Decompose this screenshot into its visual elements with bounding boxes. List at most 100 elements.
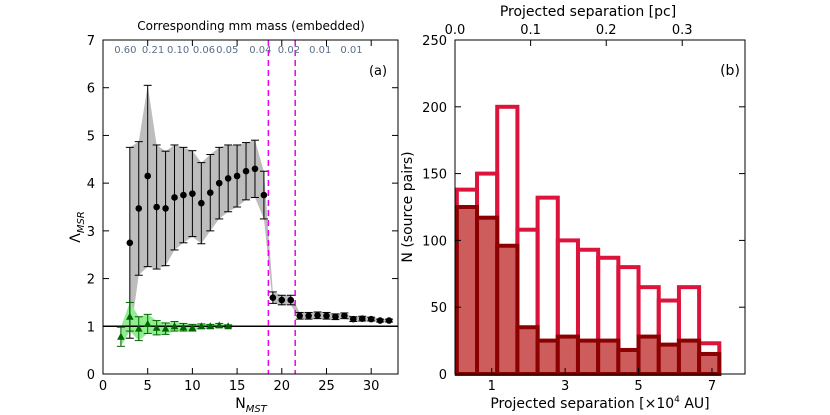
a-random-point	[126, 312, 134, 320]
a-frame	[102, 39, 399, 375]
a-x-tick-label: 20	[274, 379, 291, 394]
b-top-tick-label: 0.0	[445, 23, 466, 38]
a-embedded-point	[341, 312, 348, 320]
a-top-axis-tick-label: 0.02	[278, 45, 300, 56]
a-random-point	[161, 324, 170, 332]
b-x-axis-label: Projected separation [×104 AU]	[490, 395, 709, 412]
b-frame	[454, 39, 746, 375]
a-x-tick-label: 10	[184, 379, 201, 394]
a-embedded-point	[350, 315, 357, 323]
a-x-axis-label: NMST	[235, 396, 267, 415]
b-y-tick-label: 0	[439, 368, 447, 383]
a-embedded-point	[144, 172, 151, 180]
a-embedded-point	[358, 315, 366, 322]
a-random-point	[188, 323, 197, 331]
a-embedded-point	[162, 205, 169, 212]
a-random-point	[170, 322, 179, 330]
b-plot-area	[454, 104, 722, 377]
panel-b: Projected separation [pc] (b) Projected …	[400, 4, 746, 412]
b-y-axis-label: N (source pairs)	[400, 151, 416, 262]
a-embedded-point	[189, 190, 196, 197]
a-random-point	[143, 319, 152, 327]
a-embedded-point	[260, 191, 268, 199]
a-embedded-point	[314, 312, 321, 319]
a-y-tick-label: 2	[87, 273, 95, 288]
a-embedded-point	[278, 296, 286, 304]
a-y-tick-label: 3	[87, 225, 95, 240]
a-x-tick-label: 30	[363, 379, 380, 394]
a-top-axis-tick-label: 0.21	[142, 45, 164, 56]
a-random-point	[197, 322, 206, 330]
b-x-tick-label: 7	[708, 379, 716, 394]
a-embedded-point	[215, 179, 223, 187]
a-x-tick-label: 15	[229, 379, 246, 394]
a-panel-label: (a)	[369, 64, 387, 79]
a-top-axis-tick-label: 0.01	[340, 45, 362, 56]
b-y-tick-label: 200	[422, 101, 447, 116]
b-filled-bar	[575, 338, 601, 377]
b-filled-bar	[656, 342, 681, 377]
a-plot-area	[103, 40, 398, 374]
b-x-tick-label: 5	[634, 379, 642, 394]
a-embedded-point	[153, 203, 160, 211]
a-random-point	[117, 332, 125, 340]
a-random-point	[206, 322, 215, 330]
b-y-tick-label: 150	[422, 168, 447, 183]
a-embedded-point	[287, 296, 295, 304]
a-random-point	[152, 323, 161, 331]
a-embedded-point	[180, 191, 187, 199]
a-embedded-point	[135, 205, 143, 212]
panel-a: Corresponding mm mass (embedded) (a) NMS…	[68, 19, 399, 415]
a-x-tick-label: 25	[318, 379, 335, 394]
b-y-tick-label: 100	[422, 234, 447, 249]
a-embedded-point	[376, 317, 384, 324]
b-top-tick-label: 0.3	[672, 23, 693, 38]
b-x-tick-label: 3	[561, 379, 569, 394]
a-top-axis-tick-label: 0.06	[193, 45, 215, 56]
b-top-tick-label: 0.2	[596, 23, 617, 38]
a-y-tick-label: 5	[87, 129, 95, 144]
b-y-tick-label: 250	[422, 34, 447, 49]
a-random-point	[224, 322, 232, 330]
a-random-point	[134, 324, 143, 332]
a-embedded-point	[323, 312, 330, 320]
a-top-axis-tick-label: 0.01	[309, 45, 331, 56]
a-y-axis-label: ΛMSR	[68, 211, 87, 243]
a-embedded-point	[367, 315, 375, 323]
b-top-tick-label: 0.1	[520, 23, 541, 38]
b-panel-label: (b)	[720, 63, 740, 79]
a-embedded-point	[206, 189, 214, 196]
a-x-tick-label: 0	[99, 379, 107, 394]
a-top-axis-tick-label: 0.60	[114, 45, 136, 56]
a-embedded-point	[251, 165, 259, 173]
b-filled-bar	[535, 338, 560, 377]
a-embedded-point	[269, 294, 277, 301]
a-embedded-band	[129, 85, 390, 339]
b-filled-bar	[676, 338, 702, 377]
b-x-tick-label: 1	[488, 379, 496, 394]
b-filled-bar	[697, 351, 722, 376]
a-embedded-point	[171, 194, 178, 201]
a-random-point	[179, 323, 188, 331]
a-top-axis-title: Corresponding mm mass (embedded)	[137, 19, 365, 33]
a-embedded-point	[296, 312, 303, 320]
a-embedded-point	[224, 175, 232, 182]
a-embedded-point	[305, 312, 312, 320]
b-filled-bar	[636, 334, 661, 377]
a-embedded-point	[385, 317, 393, 324]
b-filled-bar	[596, 338, 621, 377]
b-top-axis-title: Projected separation [pc]	[500, 4, 676, 20]
a-top-axis-tick-label: 0.04	[249, 45, 271, 56]
b-filled-bar	[454, 205, 480, 376]
a-embedded-point	[233, 172, 241, 180]
a-top-axis-tick-label: 0.05	[216, 45, 238, 56]
a-y-tick-label: 6	[87, 82, 95, 97]
b-filled-bar	[475, 215, 500, 376]
b-y-tick-label: 50	[430, 301, 447, 316]
a-embedded-point	[126, 239, 134, 247]
a-embedded-point	[242, 167, 250, 175]
a-y-tick-label: 1	[87, 320, 95, 335]
a-random-point	[215, 321, 224, 329]
a-x-tick-label: 5	[144, 379, 152, 394]
